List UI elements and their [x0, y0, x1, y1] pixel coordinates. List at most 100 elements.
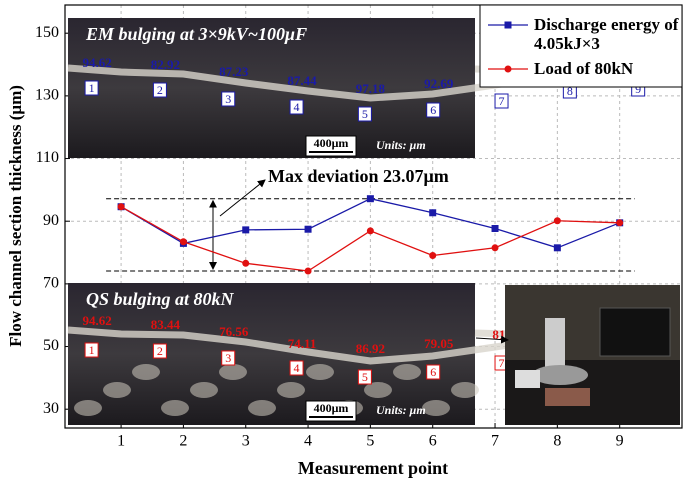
particle: [190, 382, 218, 398]
point-box: [357, 106, 372, 122]
point-number: 2: [157, 344, 163, 358]
x-tick-label: 2: [179, 433, 187, 450]
y-tick-label: 70: [43, 275, 59, 292]
point-box: [84, 80, 99, 96]
inset-title: QS bulging at 80kN: [86, 289, 235, 309]
thickness-label: 86.92: [356, 341, 385, 356]
marker: [242, 226, 250, 234]
annotation: Max deviation 23.07μm: [268, 166, 449, 186]
point-number: 1: [89, 81, 95, 95]
legend-label: Load of 80kN: [534, 59, 634, 78]
particle: [277, 382, 305, 398]
point-box: [494, 93, 509, 109]
point-number: 9: [635, 82, 641, 96]
x-tick-label: 9: [616, 433, 624, 450]
micrograph: [68, 283, 475, 425]
marker: [366, 195, 374, 203]
y-tick-label: 90: [43, 212, 59, 229]
y-tick-label: 130: [35, 87, 59, 104]
particle: [422, 400, 450, 416]
y-axis-label: Flow channel section thickness (μm): [6, 85, 25, 347]
photo-table: [505, 360, 680, 425]
marker: [553, 244, 561, 252]
point-number: 3: [225, 351, 231, 365]
point-box: [152, 82, 167, 98]
particle: [103, 382, 131, 398]
photo-monitor: [599, 307, 671, 357]
marker: [429, 209, 437, 217]
point-box: [84, 342, 99, 358]
thickness-label: 94.62: [82, 313, 111, 328]
point-number: 2: [157, 83, 163, 97]
particle: [74, 400, 102, 416]
thickness-label: 76.56: [219, 324, 249, 339]
particle: [219, 364, 247, 380]
point-number: 7: [499, 94, 505, 108]
point-number: 5: [362, 107, 368, 121]
units-label: Units: μm: [376, 403, 426, 417]
legend-marker: [504, 65, 512, 73]
marker: [429, 252, 437, 260]
point-number: 6: [430, 365, 436, 379]
marker: [242, 259, 250, 267]
point-number: 4: [294, 100, 300, 114]
point-number: 3: [225, 92, 231, 106]
marker: [304, 225, 312, 233]
x-tick-label: 8: [553, 433, 561, 450]
photo-device: [545, 318, 565, 368]
thickness-label: 87.44: [287, 73, 317, 88]
marker: [553, 217, 561, 225]
thickness-label: 79.05: [424, 336, 454, 351]
thickness-label: 94.62: [82, 55, 111, 70]
thickness-label: 87.23: [219, 64, 249, 79]
particle: [161, 400, 189, 416]
annotation-arrow: [219, 179, 266, 217]
point-box: [289, 360, 304, 376]
marker: [117, 203, 125, 211]
point-box: [357, 369, 372, 385]
y-tick-label: 150: [35, 24, 59, 41]
particle: [306, 364, 334, 380]
photo-pointer: [475, 335, 509, 344]
point-box: [289, 99, 304, 115]
point-box: [221, 350, 236, 366]
y-tick-label: 50: [43, 337, 59, 354]
particle: [393, 364, 421, 380]
x-axis-label: Measurement point: [298, 458, 448, 478]
marker: [366, 227, 374, 235]
thickness-label: 82.92: [151, 57, 180, 72]
legend-marker: [504, 21, 512, 29]
marker: [491, 225, 499, 233]
particle: [451, 382, 479, 398]
point-number: 8: [567, 84, 573, 98]
photo-paper: [545, 388, 590, 406]
point-number: 4: [294, 361, 300, 375]
point-number: 1: [89, 343, 95, 357]
marker: [304, 267, 312, 275]
marker: [616, 219, 624, 227]
point-box: [221, 91, 236, 107]
x-tick-label: 6: [429, 433, 437, 450]
thickness-label: 74.11: [288, 336, 317, 351]
thickness-label: 83.44: [151, 317, 181, 332]
inset-title: EM bulging at 3×9kV~100μF: [85, 24, 307, 44]
particle: [364, 382, 392, 398]
point-box: [152, 343, 167, 359]
marker: [179, 238, 187, 246]
y-tick-label: 30: [43, 400, 59, 417]
point-number: 5: [362, 370, 368, 384]
y-tick-label: 110: [36, 149, 59, 166]
thickness-label: 97.18: [356, 81, 386, 96]
photo-stage: [532, 365, 588, 385]
scale-bar-label: 400μm: [314, 136, 349, 150]
units-label: Units: μm: [376, 138, 426, 152]
particle: [132, 364, 160, 380]
point-box: [426, 102, 441, 118]
photo-box: [515, 370, 540, 388]
point-box: [426, 364, 441, 380]
thickness-label: 92.69: [424, 76, 454, 91]
plot-frame: [64, 4, 683, 429]
x-tick-label: 4: [304, 433, 312, 450]
